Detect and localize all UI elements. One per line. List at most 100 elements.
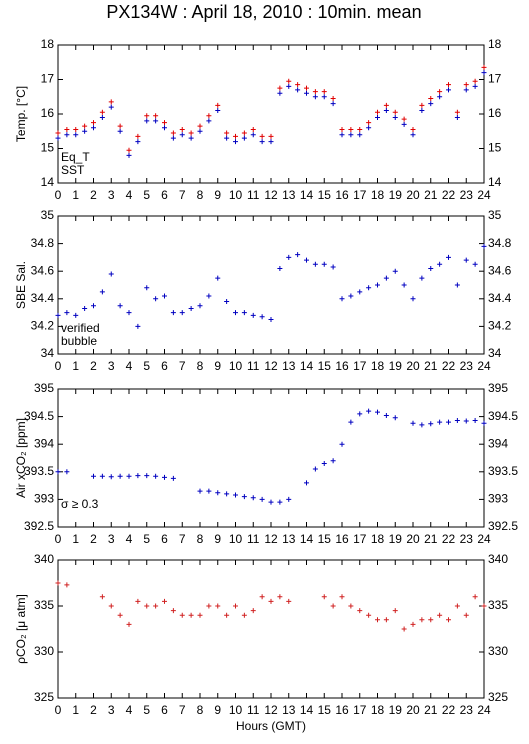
x-tick-label: 24 (477, 532, 491, 546)
data-point (454, 109, 460, 115)
data-point (366, 408, 372, 414)
data-point (73, 312, 79, 318)
x-tick-label: 17 (353, 359, 367, 373)
legend-label: Eq_T (61, 150, 90, 164)
data-point (277, 85, 283, 91)
data-point (312, 94, 318, 100)
data-point (295, 252, 301, 258)
data-point (472, 83, 478, 89)
x-tick-label: 11 (247, 532, 260, 546)
data-point (224, 612, 230, 618)
data-point (454, 282, 460, 288)
data-point (241, 310, 247, 316)
data-point (233, 492, 238, 498)
y-tick-label: 393.5 (24, 464, 54, 478)
data-point (330, 95, 336, 101)
x-tick-label: 7 (179, 703, 186, 717)
y-tick-label: 393 (34, 492, 54, 506)
data-point (64, 310, 70, 316)
data-point (454, 603, 460, 609)
data-point (241, 135, 247, 141)
x-tick-label: 21 (424, 532, 438, 546)
data-point (277, 265, 283, 271)
data-point (179, 612, 185, 618)
data-point (224, 299, 230, 305)
plot-frame (57, 388, 485, 528)
x-tick-label: 20 (406, 359, 420, 373)
data-point (170, 475, 176, 481)
x-tick-label: 19 (389, 188, 403, 202)
data-point (454, 114, 460, 120)
data-point (215, 275, 221, 281)
x-tick-label: 22 (442, 703, 456, 717)
data-point (117, 128, 123, 134)
x-tick-label: 5 (143, 188, 150, 202)
data-point (277, 90, 283, 96)
data-point (330, 101, 336, 107)
y-tick-label: 34.8 (488, 236, 512, 250)
data-point (259, 314, 265, 320)
y-tick-label: 330 (34, 644, 54, 658)
data-point (446, 617, 451, 623)
x-tick-label: 11 (247, 703, 260, 717)
x-tick-label: 13 (282, 532, 296, 546)
x-tick-label: 7 (179, 532, 186, 546)
x-tick-label: 10 (229, 188, 243, 202)
x-tick-label: 6 (161, 188, 168, 202)
chart-title: PX134W : April 18, 2010 : 10min. mean (106, 2, 421, 22)
y-axis-title: Air xCO₂ [ppm] (14, 418, 28, 498)
data-point (472, 261, 478, 267)
y-tick-label: 34.2 (488, 319, 512, 333)
x-tick-label: 18 (371, 703, 385, 717)
data-point (348, 419, 354, 425)
data-point (197, 128, 203, 134)
data-point (73, 127, 79, 133)
data-point (126, 473, 132, 479)
y-tick-label: 394 (488, 436, 508, 450)
data-point (419, 108, 425, 114)
data-point (428, 265, 434, 271)
x-tick-label: 19 (389, 359, 403, 373)
data-point (197, 123, 203, 129)
data-point (99, 109, 105, 115)
data-point (437, 261, 443, 267)
data-point (250, 495, 256, 501)
x-tick-label: 12 (264, 703, 278, 717)
data-point (250, 132, 256, 138)
legend-label: SST (61, 163, 85, 177)
y-tick-label: 35 (41, 208, 55, 222)
data-point (312, 466, 318, 472)
data-point (348, 132, 354, 138)
data-point (348, 127, 354, 133)
data-point (126, 152, 132, 158)
y-tick-label: 335 (488, 598, 508, 612)
data-point (259, 133, 265, 139)
data-point (446, 254, 451, 260)
x-tick-label: 12 (264, 359, 278, 373)
x-tick-label: 18 (371, 359, 385, 373)
x-tick-label: 14 (300, 188, 314, 202)
data-point (170, 608, 176, 614)
y-tick-label: 17 (488, 72, 502, 86)
data-point (339, 127, 345, 133)
data-point (55, 469, 61, 475)
data-point (233, 603, 238, 609)
x-tick-label: 1 (72, 532, 79, 546)
x-tick-label: 5 (143, 359, 150, 373)
data-point (419, 275, 425, 281)
data-point (135, 473, 141, 479)
x-tick-label: 4 (126, 532, 133, 546)
data-point (339, 441, 345, 447)
data-point (428, 617, 434, 623)
x-tick-label: 1 (72, 359, 79, 373)
data-point (463, 418, 469, 424)
data-point (330, 603, 336, 609)
data-point (366, 125, 372, 131)
x-tick-label: 4 (126, 703, 133, 717)
x-tick-label: 0 (55, 359, 62, 373)
data-point (481, 420, 487, 426)
data-point (437, 612, 443, 618)
data-point (304, 90, 309, 96)
